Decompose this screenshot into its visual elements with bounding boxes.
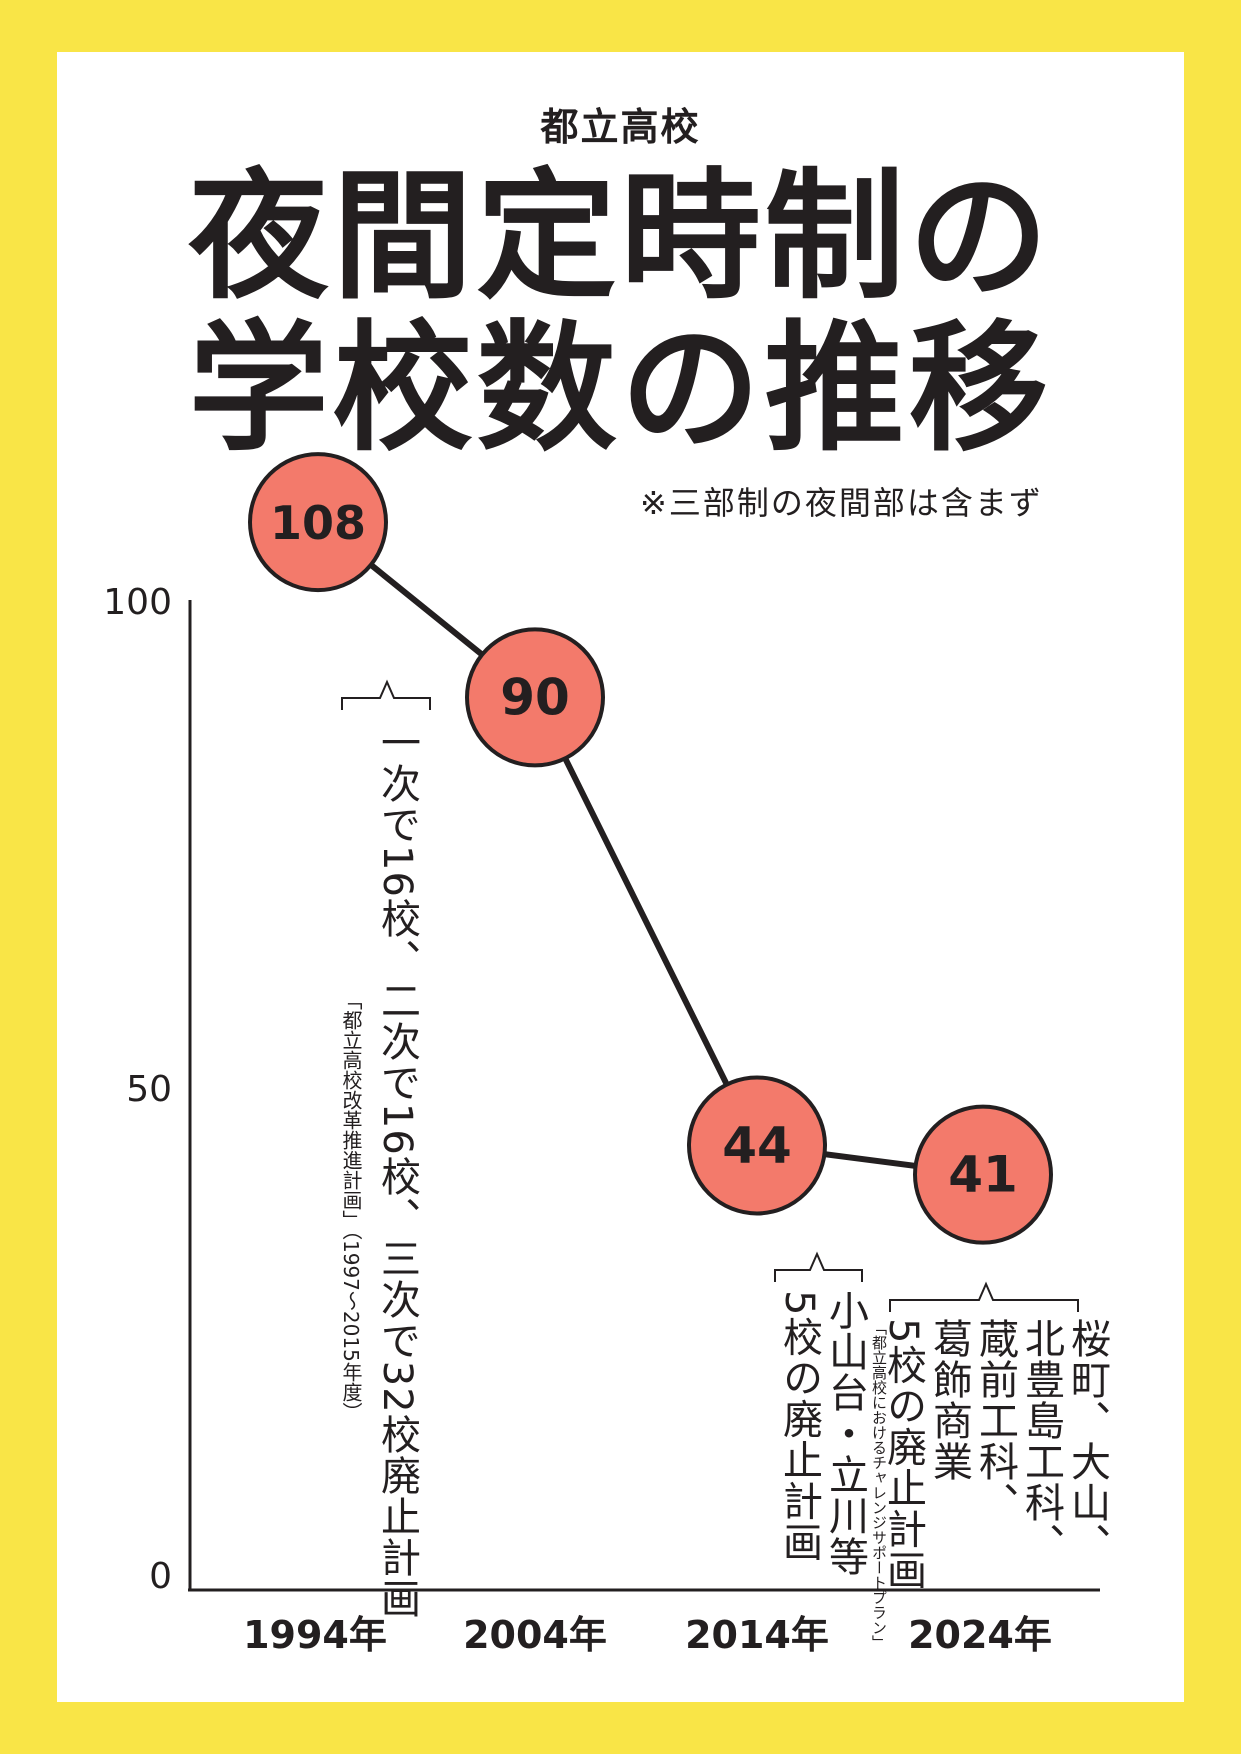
annotation-2024-line-4: 葛飾商業 <box>926 1318 972 1482</box>
y-tick-label: 100 <box>103 582 172 623</box>
annotation-2024-source: 「都立高校におけるチャレンジサポートプラン」 <box>870 1320 888 1650</box>
annotation-2014-plan: 小山台・立川等 5校の廃止計画 <box>776 1290 868 1577</box>
data-label: 108 <box>270 496 366 550</box>
chart-note: ※三部制の夜間部は含まず <box>640 484 1043 522</box>
annotation-2024-line-5: 5校の廃止計画 <box>880 1318 926 1591</box>
data-label: 41 <box>948 1146 1018 1204</box>
chart-panel <box>57 52 1184 1702</box>
annotation-2024-line-1: 桜町、大山、 <box>1064 1318 1110 1564</box>
annotation-2014-line-2: 5校の廃止計画 <box>776 1290 822 1563</box>
data-label: 44 <box>722 1116 792 1174</box>
y-tick-label: 50 <box>126 1069 172 1110</box>
bracket-1994-2004 <box>341 679 431 710</box>
annotation-2024-plan: 桜町、大山、 北豊島工科、 蔵前工科、 葛飾商業 5校の廃止計画 <box>880 1318 1110 1590</box>
chart-title-line-2: 学校数の推移 <box>188 308 1053 471</box>
data-point-marker <box>248 452 388 593</box>
data-point-marker <box>465 627 605 768</box>
annotation-2024-line-3: 蔵前工科、 <box>972 1318 1018 1523</box>
data-label: 90 <box>500 668 570 726</box>
x-tick-label: 2024年 <box>908 1613 1052 1657</box>
annotation-2024-line-2: 北豊島工科、 <box>1018 1318 1064 1564</box>
bracket-2024 <box>889 1281 1079 1312</box>
y-tick-label: 0 <box>149 1556 172 1597</box>
chart-subtitle: 都立高校 <box>540 105 701 149</box>
annotation-1994-source: 「都立高校改革推進計画」（1997～2015年度） <box>339 990 363 1422</box>
series-line <box>316 519 984 1178</box>
annotation-2014-line-1: 小山台・立川等 <box>822 1290 868 1577</box>
x-tick-label: 2004年 <box>463 1613 607 1657</box>
data-point-marker <box>913 1104 1053 1245</box>
data-point-marker <box>687 1075 827 1216</box>
chart-title-line-1: 夜間定時制の <box>188 156 1053 319</box>
x-tick-label: 1994年 <box>243 1613 387 1657</box>
bracket-2014 <box>774 1251 863 1282</box>
annotation-1994-plan: 一次で16校、二次で16校、三次で32校廃止計画 <box>374 722 420 1619</box>
x-tick-label: 2014年 <box>685 1613 829 1657</box>
